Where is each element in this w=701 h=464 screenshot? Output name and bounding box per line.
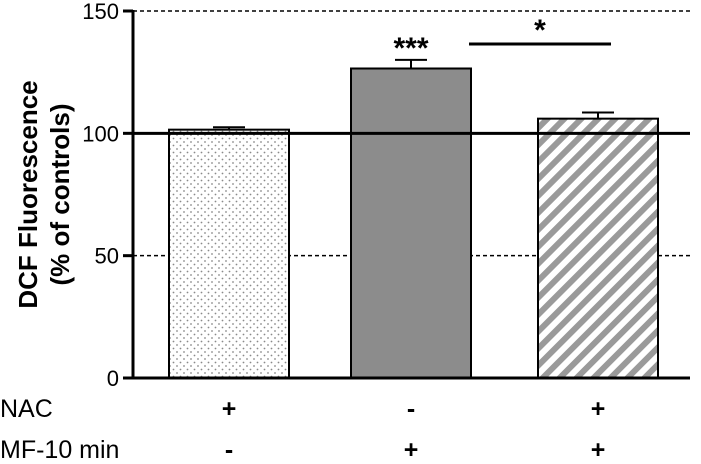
condition-1-value-3: +: [591, 395, 606, 423]
condition-label-2: MF-10 min: [0, 436, 119, 464]
y-tick-label-0: 0: [107, 366, 119, 391]
condition-1-value-1: +: [222, 395, 237, 423]
y-tick-label-50: 50: [95, 244, 119, 269]
condition-1-value-2: -: [407, 395, 415, 423]
axis-layer: 0 50 100 150 DCF Fluorescence (% of controls): [13, 0, 690, 391]
condition-2-value-2: +: [404, 436, 419, 464]
condition-2-value-1: -: [225, 436, 233, 464]
significance-label-2: ***: [393, 32, 428, 65]
y-axis-title-line-2: (% of controls): [45, 104, 75, 286]
condition-2-value-3: +: [591, 436, 606, 464]
y-axis-title-line-1: DCF Fluorescence: [13, 80, 43, 308]
y-tick-label-100: 100: [82, 121, 119, 146]
label-layer: ****NAC + - +MF-10 min - + +: [0, 14, 611, 464]
bar-2: [350, 67, 472, 379]
comparison-label: *: [534, 14, 546, 47]
bar-3: [537, 117, 659, 380]
bars-layer: [168, 58, 659, 380]
condition-label-1: NAC: [0, 395, 53, 423]
bar-1: [168, 128, 290, 379]
y-tick-label-150: 150: [82, 0, 119, 24]
